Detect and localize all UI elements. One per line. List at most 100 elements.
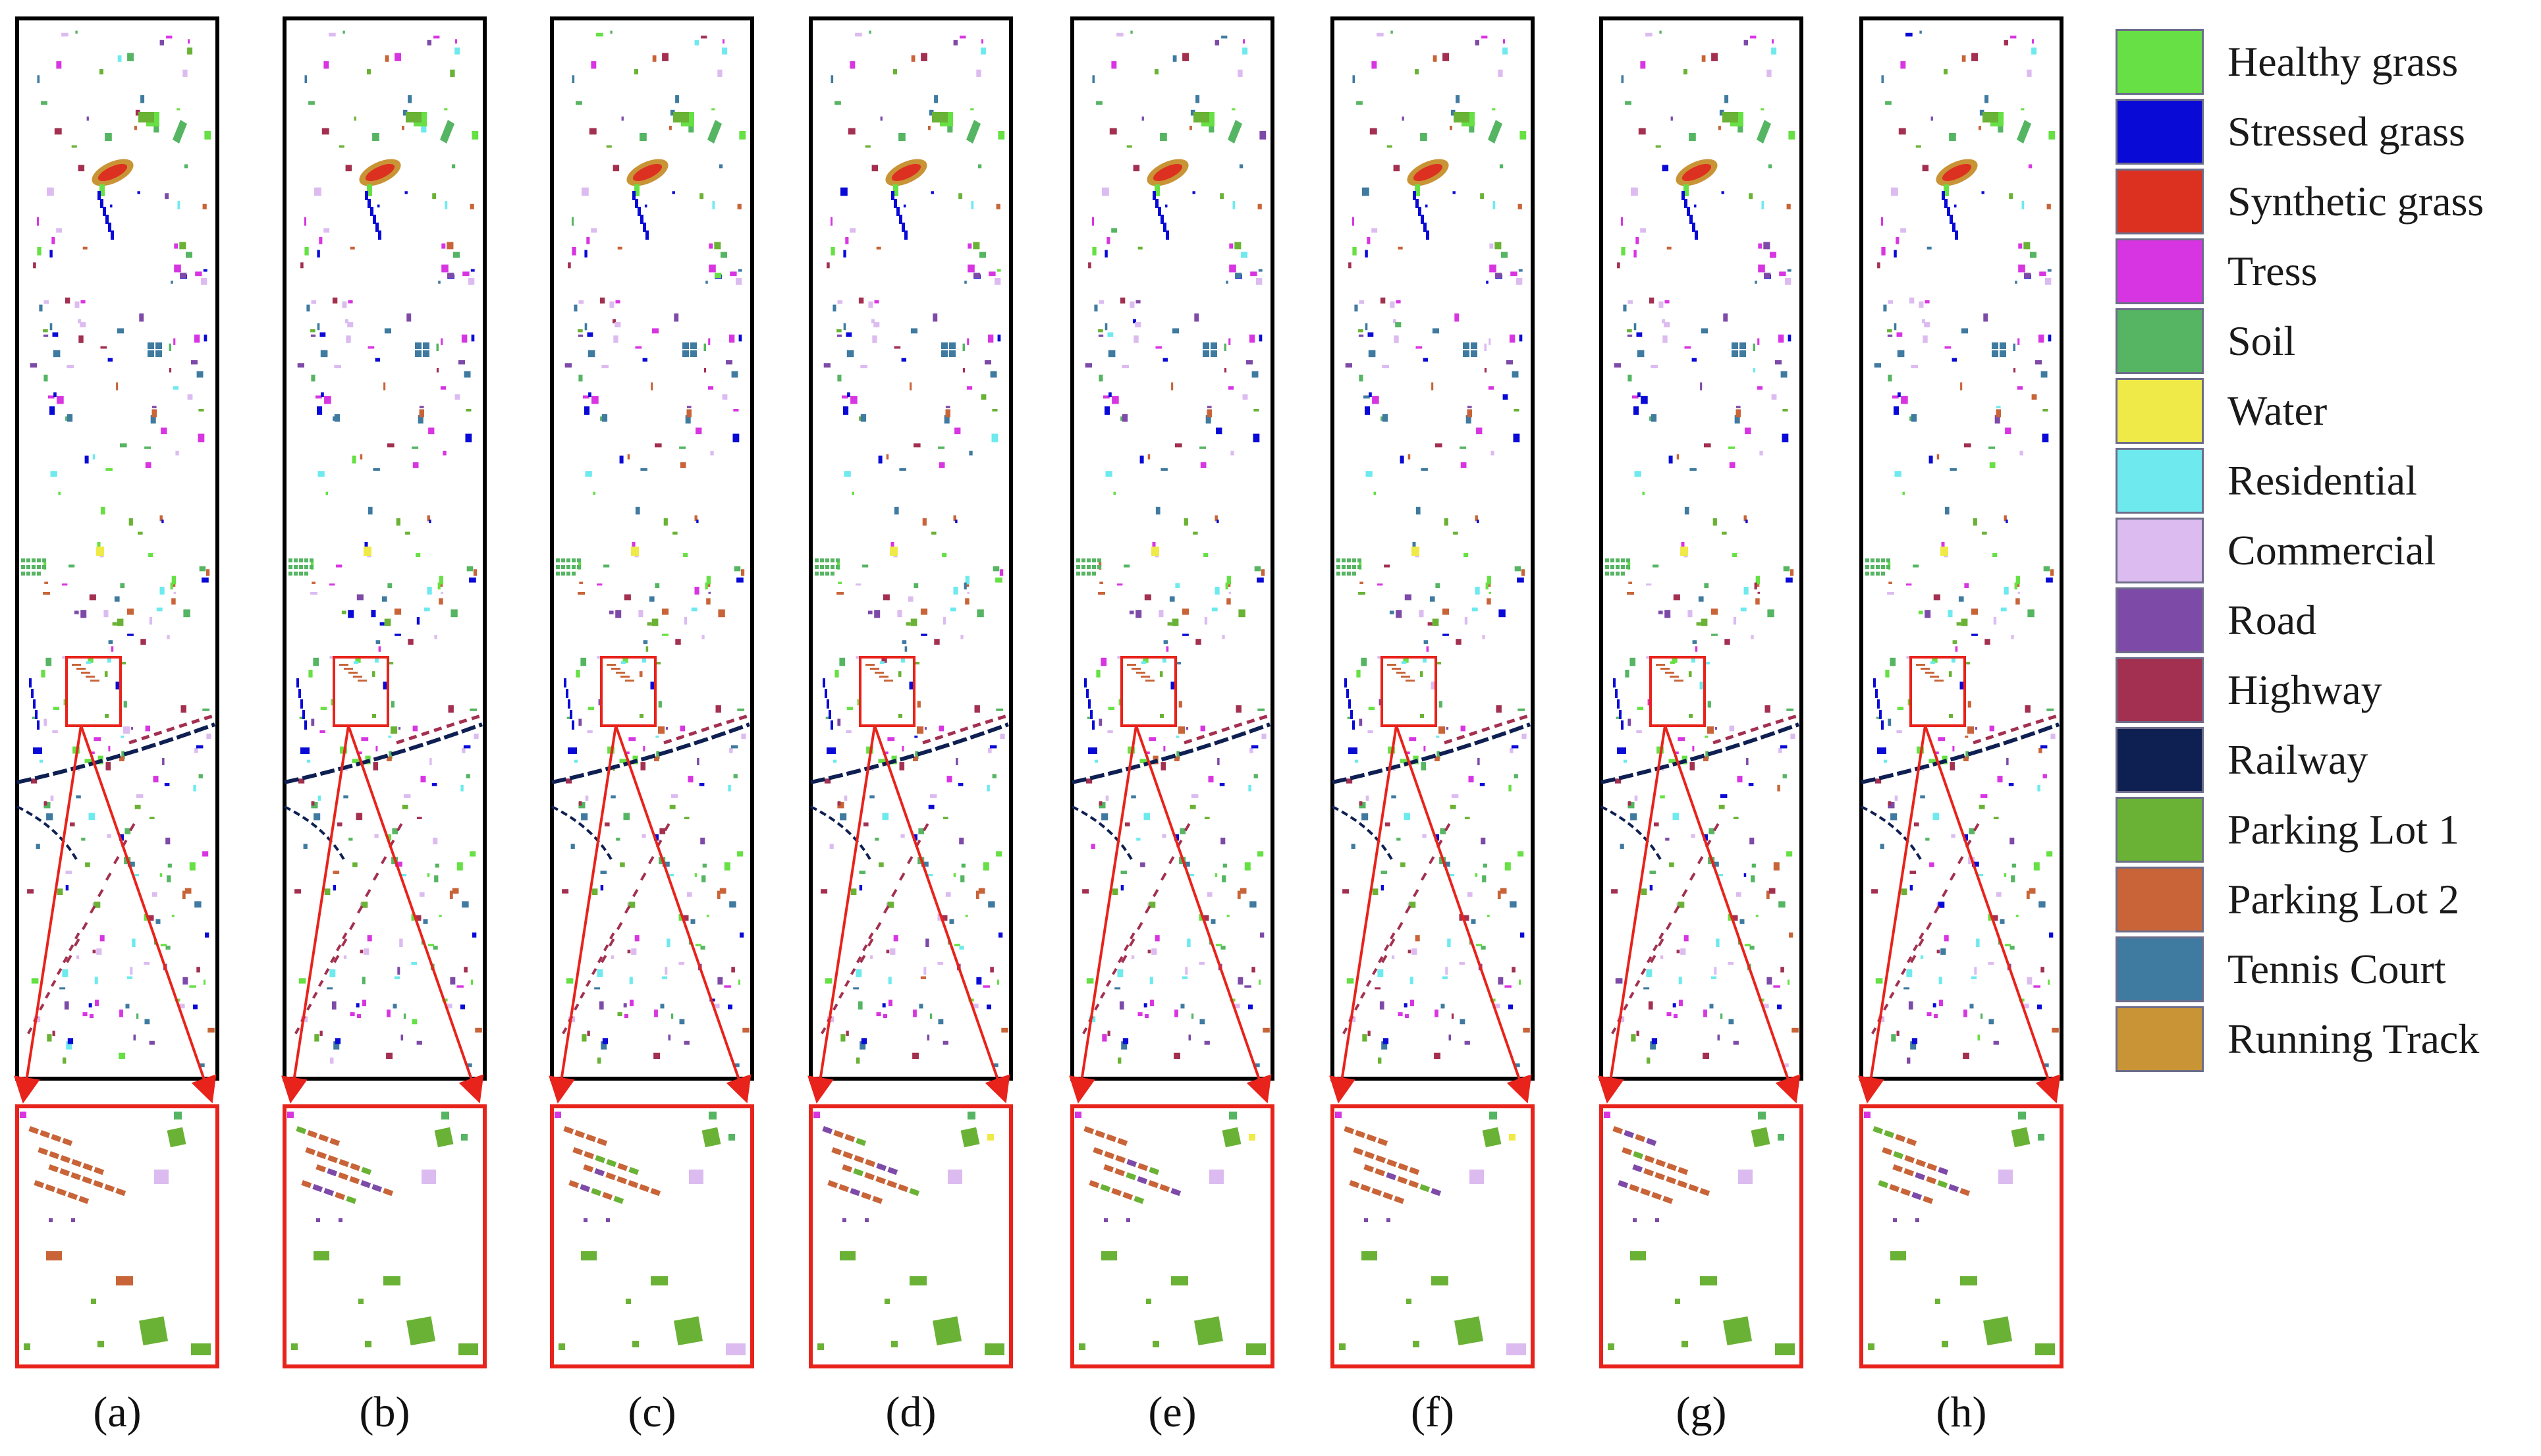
class-pixel — [1910, 1041, 1917, 1050]
class-pixel — [89, 594, 96, 601]
class-pixel — [702, 863, 707, 868]
class-pixel — [719, 164, 723, 169]
class-pixel — [1113, 491, 1116, 495]
legend-label: Railway — [2227, 736, 2368, 783]
class-pixel — [1891, 187, 1898, 196]
class-pixel — [836, 558, 840, 562]
legend-swatch — [2116, 657, 2204, 723]
class-pixel — [891, 888, 898, 898]
class-pixel — [1786, 203, 1791, 209]
class-pixel — [434, 635, 437, 639]
parking-lot-1-patch — [932, 1316, 962, 1346]
class-pixel — [43, 591, 50, 595]
class-pixel — [883, 594, 890, 601]
class-pixel — [603, 564, 610, 568]
class-pixel — [656, 751, 660, 759]
class-pixel — [570, 844, 575, 849]
class-pixel — [37, 572, 41, 576]
class-pixel — [1378, 1057, 1382, 1064]
class-pixel — [104, 671, 108, 677]
class-pixel — [462, 271, 470, 277]
class-pixel — [1711, 634, 1718, 636]
class-pixel — [1421, 468, 1428, 471]
class-pixel — [1088, 262, 1091, 269]
class-pixel — [1982, 531, 1987, 535]
class-pixel — [1719, 109, 1724, 116]
class-patch — [1617, 747, 1626, 754]
class-pixel — [853, 987, 860, 990]
class-pixel — [1382, 414, 1388, 422]
class-pixel — [1996, 406, 2001, 408]
class-pixel — [204, 979, 205, 985]
class-pixel — [342, 932, 348, 940]
parking-lot-2-car — [833, 1130, 844, 1139]
class-pixel — [928, 126, 931, 130]
class-pixel — [1492, 108, 1496, 111]
parking-lot-2-car — [1375, 1168, 1386, 1177]
class-pixel — [1467, 892, 1473, 897]
class-pixel — [609, 932, 615, 940]
class-pixel — [1092, 572, 1096, 576]
railway-line — [1332, 722, 1531, 784]
class-pixel — [1447, 938, 1451, 947]
class-pixel — [860, 955, 866, 963]
class-pixel — [1704, 583, 1709, 588]
class-pixel — [1631, 1034, 1636, 1042]
class-pixel — [1099, 581, 1103, 584]
class-pixel — [658, 726, 665, 734]
class-pixel — [694, 515, 697, 522]
class-pixel — [2006, 757, 2009, 765]
class-pixel — [1617, 262, 1620, 269]
class-pixel — [1718, 126, 1721, 130]
class-pixel — [427, 587, 432, 595]
class-pixel — [640, 133, 647, 142]
class-pixel — [1163, 223, 1166, 232]
class-pixel — [902, 223, 905, 232]
class-pixel — [1393, 768, 1396, 771]
parking-lot-2-car — [1170, 1188, 1182, 1197]
class-pixel — [996, 203, 1000, 209]
class-pixel — [134, 126, 137, 130]
class-pixel — [1144, 594, 1151, 601]
class-pixel — [1121, 1041, 1128, 1050]
class-pixel — [1221, 36, 1228, 39]
class-pixel — [1406, 680, 1415, 682]
class-pixel — [1871, 565, 1874, 569]
class-pixel — [1451, 1013, 1454, 1019]
class-pixel — [578, 718, 582, 726]
class-pixel — [162, 757, 165, 765]
class-pixel — [384, 618, 391, 626]
class-pixel — [825, 565, 829, 569]
class-pixel — [2009, 838, 2015, 845]
class-pixel — [865, 145, 871, 148]
class-pixel — [992, 774, 997, 778]
legend-item: Synthetic grass — [2114, 166, 2536, 236]
legend-item: Running Track — [2114, 1004, 2536, 1073]
highway-line — [128, 713, 217, 745]
class-pixel — [642, 358, 647, 362]
class-pixel — [615, 300, 620, 304]
class-pixel — [116, 382, 119, 391]
class-pixel — [1175, 443, 1182, 448]
class-pixel — [180, 705, 186, 713]
class-pixel — [466, 1063, 472, 1067]
class-pixel — [1347, 565, 1351, 569]
class-pixel — [1412, 542, 1416, 548]
class-pixel — [1232, 201, 1236, 209]
class-pixel — [80, 322, 86, 328]
class-pixel — [1933, 594, 1940, 601]
class-pixel — [126, 608, 134, 615]
class-pixel — [1713, 823, 1720, 832]
class-pixel — [580, 992, 586, 999]
class-pixel — [1621, 217, 1623, 226]
class-pixel — [2046, 578, 2053, 583]
parking-lot-2-car — [1635, 1133, 1646, 1143]
class-pixel — [1952, 640, 1957, 644]
class-pixel — [574, 304, 578, 311]
class-pixel — [76, 795, 81, 799]
class-pixel — [84, 759, 92, 763]
class-pixel — [1984, 95, 1989, 103]
class-pixel — [1981, 191, 1984, 194]
class-pixel — [603, 944, 609, 952]
class-pixel — [1689, 215, 1693, 224]
